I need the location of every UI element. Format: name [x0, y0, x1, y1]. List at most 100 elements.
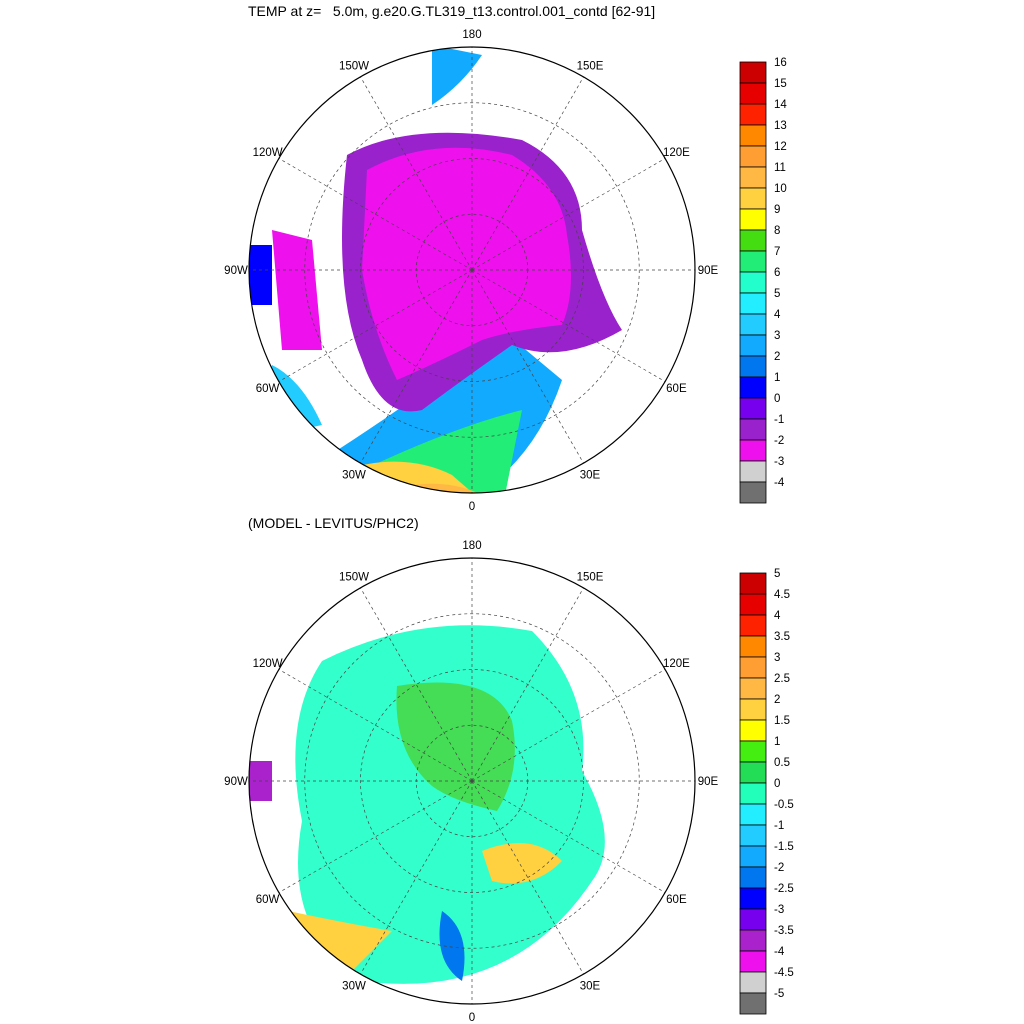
colorbar-swatch: [739, 460, 767, 483]
colorbar-swatch: [739, 950, 767, 973]
colorbar-tick-label: 16: [774, 57, 787, 69]
colorbar-tick-label: 5: [774, 288, 780, 300]
meridian-line: [360, 269, 473, 464]
colorbar-swatch: [739, 635, 767, 658]
longitude-label: 60W: [256, 894, 280, 906]
panel-2-title: (MODEL - LEVITUS/PHC2): [248, 515, 419, 531]
colorbar-swatch: [739, 824, 767, 847]
latitude-circle: [304, 613, 640, 949]
colorbar-tick-label: 10: [774, 183, 787, 195]
meridian-line: [360, 76, 473, 271]
colorbar-swatch: [739, 782, 767, 805]
longitude-label: 30E: [580, 980, 601, 992]
meridian-line: [471, 269, 584, 464]
longitude-label: 150E: [577, 572, 604, 584]
colorbar-tick-label: 0: [774, 393, 780, 405]
longitude-label: 90E: [698, 265, 719, 277]
colorbar-tick-label: -2: [774, 435, 784, 447]
colorbar-tick-label: 4: [774, 610, 781, 622]
colorbar-tick-label: 15: [774, 78, 787, 90]
colorbar-swatch: [739, 866, 767, 889]
colorbar-tick-label: 9: [774, 204, 780, 216]
meridian-line: [278, 269, 473, 382]
ocean-field: [249, 47, 695, 493]
meridian-line: [471, 780, 584, 975]
colorbar-swatch: [739, 719, 767, 742]
colorbar-tick-label: 0: [774, 778, 780, 790]
longitude-label: 120E: [663, 658, 690, 670]
meridian-line: [278, 780, 473, 893]
colorbar-tick-label: 6: [774, 267, 780, 279]
colorbar-tick-label: -3: [774, 456, 784, 468]
colorbar-tick-label: 5: [774, 568, 780, 580]
colorbar-tick-label: -4: [774, 477, 785, 489]
colorbar-swatch: [739, 145, 767, 168]
longitude-label: 90E: [698, 776, 719, 788]
longitude-label: 60E: [666, 383, 687, 395]
longitude-label: 30E: [580, 469, 601, 481]
colorbar-tick-label: 1: [774, 372, 780, 384]
colorbar-swatch: [739, 271, 767, 294]
map-boundary: [248, 46, 696, 494]
latitude-circle: [360, 158, 584, 382]
latitude-circle: [360, 669, 584, 893]
meridian-line: [471, 780, 666, 893]
colorbar-tick-label: 0.5: [774, 757, 790, 769]
longitude-label: 120W: [253, 147, 283, 159]
longitude-label: 150W: [339, 61, 369, 73]
colorbar-swatch: [739, 103, 767, 126]
colorbar-tick-label: 3: [774, 652, 780, 664]
colorbar-swatch: [739, 698, 767, 721]
meridian-line: [471, 76, 584, 271]
colorbar-tick-label: 1: [774, 736, 780, 748]
colorbar-swatch: [739, 971, 767, 994]
colorbar-swatch: [739, 614, 767, 637]
colorbar-swatch: [739, 313, 767, 336]
colorbar-swatch: [739, 187, 767, 210]
colorbar-swatch: [739, 124, 767, 147]
meridian-line: [471, 669, 666, 782]
longitude-label: 60E: [666, 894, 687, 906]
colorbar-tick-label: -2.5: [774, 883, 794, 895]
longitude-label: 180: [462, 29, 481, 41]
colorbar-tick-label: -4: [774, 946, 785, 958]
colorbar-tick-label: 8: [774, 225, 780, 237]
colorbar-tick-label: -4.5: [774, 967, 794, 979]
meridian-line: [360, 587, 473, 782]
colorbar-swatch: [739, 229, 767, 252]
colorbar-swatch: [739, 845, 767, 868]
colorbar-tick-label: -2: [774, 862, 784, 874]
colorbar-tick-label: -3.5: [774, 925, 794, 937]
colorbar-tick-label: 2: [774, 351, 780, 363]
colorbar-tick-label: 13: [774, 120, 787, 132]
longitude-label: 30W: [342, 469, 366, 481]
colorbar-tick-label: 1.5: [774, 715, 790, 727]
colorbar-tick-label: 4: [774, 309, 781, 321]
longitude-label: 0: [469, 1012, 475, 1024]
colorbar-swatch: [739, 929, 767, 952]
map-boundary: [248, 557, 696, 1005]
longitude-label: 60W: [256, 383, 280, 395]
colorbar-swatch: [739, 740, 767, 763]
polar-map-2: 180 150W 150E 120W 120E 90W 90E 60W 60E 30W 30E 0 5 4…: [224, 540, 794, 1024]
colorbar-tick-label: 3: [774, 330, 780, 342]
colorbar-tick-label: -1: [774, 414, 784, 426]
colorbar-swatch: [739, 572, 767, 595]
colorbar-tick-label: -5: [774, 988, 784, 1000]
meridian-line: [471, 587, 584, 782]
longitude-label: 120W: [253, 658, 283, 670]
colorbar-swatch: [739, 887, 767, 910]
colorbar-tick-label: 4.5: [774, 589, 790, 601]
colorbar-tick-label: 3.5: [774, 631, 790, 643]
colorbar-swatch: [739, 803, 767, 826]
colorbar-tick-label: 7: [774, 246, 780, 258]
colorbar-swatch: [739, 992, 767, 1015]
longitude-label: 30W: [342, 980, 366, 992]
meridian-line: [471, 269, 666, 382]
colorbar-tick-label: 12: [774, 141, 787, 153]
latitude-circle: [304, 102, 640, 438]
colorbar-tick-label: 14: [774, 99, 787, 111]
